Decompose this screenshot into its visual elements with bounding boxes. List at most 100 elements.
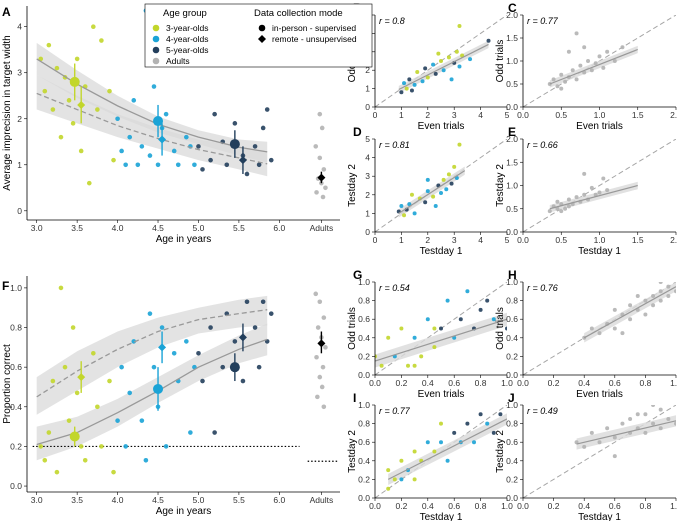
fit-line-remote (36, 309, 268, 398)
data-point (457, 24, 462, 29)
data-point (131, 98, 137, 103)
summary-point-remote (77, 373, 86, 382)
data-point (412, 449, 417, 454)
data-point (601, 176, 606, 181)
fit-line (549, 48, 638, 85)
panel-e: Er = 0.66 0.0 0.5 1.0 1.5 2.0 0.0 0.5 1.0 1.5 2.0 T… (495, 125, 677, 257)
data-point (315, 394, 320, 400)
x-tick-label: 5 (505, 235, 510, 245)
y-tick-label: 1 (365, 84, 370, 94)
plot-area (32, 285, 338, 475)
data-point (95, 404, 100, 410)
legend-label-remote: remote - unsupervised (272, 34, 357, 44)
y-tick-label: 0.0 (506, 102, 518, 112)
y-tick-label: 1.0 (506, 56, 518, 66)
y-tick-label: 0.4 (10, 402, 22, 412)
data-point (578, 63, 583, 68)
data-point (192, 162, 197, 168)
x-axis-title: Testday 1 (420, 512, 463, 521)
x-tick-label: 4 (478, 110, 483, 120)
data-point (212, 111, 217, 117)
x-tick-label: 0.5 (555, 235, 567, 245)
legend-mode-title: Data collection mode (254, 8, 343, 19)
data-point (643, 312, 648, 317)
data-point (313, 291, 319, 297)
data-point (375, 354, 377, 359)
data-point (491, 317, 496, 322)
data-point (321, 404, 327, 410)
x-tick-label: 3 (452, 110, 457, 120)
data-point (498, 412, 503, 417)
y-tick-label: 0.8 (358, 419, 370, 429)
data-point (635, 293, 640, 298)
data-point (559, 86, 564, 91)
y-tick-label: 0.0 (358, 370, 370, 380)
data-point (643, 412, 648, 417)
data-point (433, 71, 438, 76)
data-point (559, 72, 564, 77)
data-point (472, 440, 476, 445)
data-point (111, 157, 116, 163)
data-point (379, 363, 384, 368)
data-point (268, 157, 274, 163)
legend-label-4yo: 4-year-olds (166, 34, 209, 44)
x-tick-label: 3.5 (71, 495, 83, 505)
fit-line (583, 286, 676, 339)
x-tick-label: 0.8 (475, 378, 487, 388)
r-label: r = 0.54 (379, 283, 410, 293)
data-point (465, 289, 470, 294)
data-point (666, 416, 671, 421)
data-point (163, 111, 169, 117)
plot-area (375, 282, 507, 375)
y-tick-label: 0.2 (358, 474, 370, 484)
summary-point-remote (317, 339, 326, 348)
data-point (551, 77, 556, 82)
data-point (593, 61, 598, 66)
data-point (651, 421, 656, 426)
data-point (111, 469, 116, 475)
data-point (314, 190, 319, 195)
x-tick-label: 4.0 (112, 223, 124, 233)
y-tick-label: 3 (365, 171, 370, 181)
plot-area (523, 15, 676, 107)
plot-area (375, 405, 507, 498)
data-point (597, 440, 602, 445)
x-axis-title: Even trials (418, 121, 465, 132)
y-tick-label: 0.2 (358, 351, 370, 361)
summary-point-inperson (69, 76, 80, 87)
x-tick-label: 2 (425, 110, 430, 120)
data-point (566, 197, 571, 202)
data-point (445, 298, 450, 303)
data-point (605, 49, 610, 54)
data-point (412, 477, 417, 482)
r-label: r = 0.66 (527, 140, 558, 150)
data-point (457, 142, 462, 147)
data-point (419, 354, 424, 359)
data-point (658, 426, 663, 431)
data-point (244, 171, 250, 177)
data-point (563, 206, 568, 211)
data-point (402, 81, 407, 86)
panel-h: Hr = 0.760.00.20.40.60.81.00.00.20.40.60… (495, 268, 677, 400)
data-point (319, 125, 325, 131)
x-tick-label: 4 (478, 235, 483, 245)
data-point (386, 486, 391, 491)
data-point (432, 326, 437, 331)
data-point (78, 148, 84, 154)
data-point (582, 444, 587, 449)
data-point (439, 440, 443, 445)
x-tick-label: 0.6 (609, 378, 621, 388)
data-point (386, 335, 391, 340)
data-point (555, 206, 560, 211)
data-point (415, 70, 420, 75)
data-point (468, 57, 473, 62)
data-point (314, 354, 319, 360)
fit-line (398, 43, 489, 91)
data-point (460, 53, 465, 58)
plot-area (523, 405, 676, 498)
data-point (425, 189, 430, 194)
y-axis-title: Testday 2 (495, 164, 506, 207)
data-point (319, 384, 325, 390)
